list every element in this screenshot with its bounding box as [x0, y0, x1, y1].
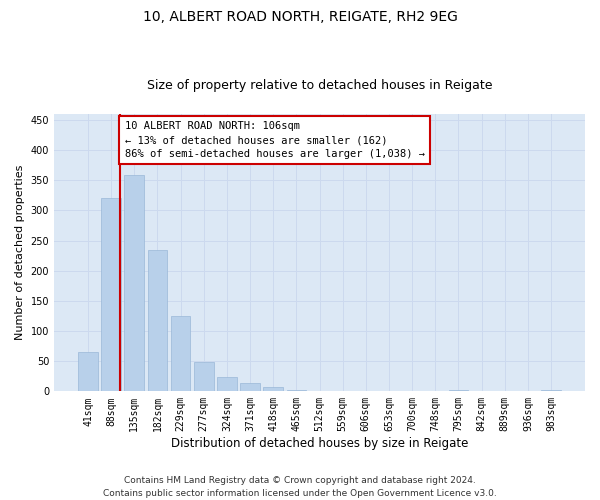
Bar [379, 390, 399, 392]
Y-axis label: Number of detached properties: Number of detached properties [15, 165, 25, 340]
Text: 10, ALBERT ROAD NORTH, REIGATE, RH2 9EG: 10, ALBERT ROAD NORTH, REIGATE, RH2 9EG [143, 10, 457, 24]
Bar [310, 390, 329, 392]
Bar [148, 250, 167, 392]
Bar [78, 352, 98, 392]
Bar [171, 316, 190, 392]
Bar [287, 390, 306, 392]
Bar [541, 390, 561, 392]
Bar [240, 384, 260, 392]
Text: 10 ALBERT ROAD NORTH: 106sqm
← 13% of detached houses are smaller (162)
86% of s: 10 ALBERT ROAD NORTH: 106sqm ← 13% of de… [125, 121, 425, 159]
Bar [124, 176, 144, 392]
Text: Contains HM Land Registry data © Crown copyright and database right 2024.
Contai: Contains HM Land Registry data © Crown c… [103, 476, 497, 498]
X-axis label: Distribution of detached houses by size in Reigate: Distribution of detached houses by size … [171, 437, 468, 450]
Bar [333, 390, 353, 392]
Bar [449, 390, 468, 392]
Bar [495, 390, 515, 392]
Bar [194, 362, 214, 392]
Bar [263, 386, 283, 392]
Title: Size of property relative to detached houses in Reigate: Size of property relative to detached ho… [147, 79, 492, 92]
Bar [217, 377, 237, 392]
Bar [101, 198, 121, 392]
